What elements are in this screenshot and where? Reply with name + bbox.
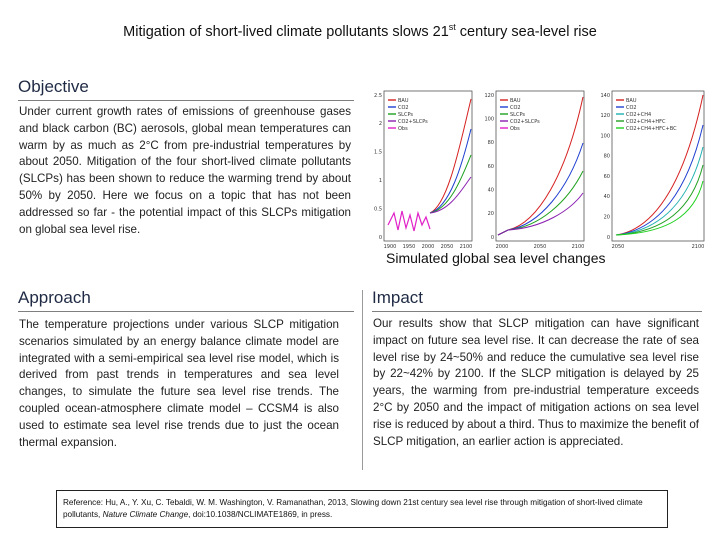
objective-heading: Objective (18, 77, 354, 101)
panel-c-hfc-line (615, 164, 704, 236)
pb-ytick-label: 20 (488, 211, 494, 217)
title-text-end: century sea-level rise (455, 23, 597, 40)
pc-ytick-label: 20 (604, 215, 610, 221)
impact-heading: Impact (372, 288, 702, 312)
pb-xtick-label: 2100 (572, 244, 585, 250)
pc-ytick-label: 40 (604, 194, 610, 200)
impact-rule (372, 311, 702, 312)
pa-legend-label: BAU (398, 98, 409, 104)
title-text: Mitigation of short-lived climate pollut… (123, 23, 449, 40)
pb-ytick-label: 120 (484, 93, 494, 99)
pa-legend-label: CO2 (398, 105, 409, 111)
panel-a-bau-line (429, 98, 472, 214)
panel-b-bau-line (497, 96, 584, 236)
reference-journal: Nature Climate Change (102, 510, 189, 519)
panel-b-frame (495, 90, 585, 242)
pb-legend-label: Obs (510, 126, 520, 132)
pb-ytick-label: 100 (484, 116, 494, 122)
pa-ytick-label: 2 (379, 121, 382, 127)
pa-ytick-label: 1.5 (374, 150, 382, 156)
pa-xtick-label: 2000 (422, 244, 435, 250)
pb-legend-label: CO2 (510, 105, 521, 111)
pc-xtick-label: 2050 (612, 244, 625, 250)
pa-xtick-label: 2100 (460, 244, 473, 250)
title-superscript: st (448, 22, 456, 32)
approach-text: The temperature projections under variou… (19, 318, 339, 449)
pc-ytick-label: 80 (604, 154, 610, 160)
panel-c-ch4-line (615, 146, 704, 236)
pc-ytick-label: 120 (600, 113, 610, 119)
pc-legend-label: CO2 (626, 105, 637, 111)
pc-legend-label: CO2+CH4+HFC (626, 119, 666, 125)
panel-a-co2-line (429, 128, 472, 214)
panel-a-slcps-line (429, 154, 472, 214)
pa-ytick-label: 2.5 (374, 93, 382, 99)
pc-legend-label: BAU (626, 98, 637, 104)
pb-ytick-label: 80 (488, 140, 494, 146)
approach-heading: Approach (18, 288, 354, 312)
impact-text: Our results show that SLCP mitigation ca… (373, 317, 699, 448)
panel-a-obs-line (387, 210, 431, 232)
page-title: Mitigation of short-lived climate pollut… (0, 22, 720, 40)
column-divider (362, 290, 363, 470)
pa-xtick-label: 1900 (384, 244, 397, 250)
approach-heading-text: Approach (18, 288, 91, 307)
pb-legend-label: CO2+SLCPs (510, 119, 540, 125)
pc-xtick-label: 2100 (692, 244, 705, 250)
objective-text: Under current growth rates of emissions … (19, 105, 351, 236)
pb-xtick-label: 2050 (534, 244, 547, 250)
pa-legend-label: Obs (398, 126, 408, 132)
panel-b-combined-line (497, 192, 584, 236)
pc-ytick-label: 60 (604, 174, 610, 180)
pa-ytick-label: 1 (379, 178, 382, 184)
pa-legend-label: CO2+SLCPs (398, 119, 428, 125)
panel-c-bc-line (615, 180, 704, 236)
pa-legend-label: SLCPs (398, 112, 413, 118)
panel-c-bau-line (615, 94, 704, 236)
objective-rule (18, 100, 354, 101)
panel-a: 2.521.510.50 1900 1950 2000 2050 2100 BAUCO2… (374, 90, 473, 250)
figure-caption: Simulated global sea level changes (386, 250, 606, 266)
pc-ytick-label: 0 (607, 235, 610, 241)
pb-legend-label: BAU (510, 98, 521, 104)
pb-legend-label: SLCPs (510, 112, 525, 118)
reference-box: Reference: Hu, A., Y. Xu, C. Tebaldi, W.… (56, 490, 668, 528)
panel-c-co2-line (615, 124, 704, 236)
approach-rule (18, 311, 354, 312)
impact-heading-text: Impact (372, 288, 424, 307)
sea-level-figure: 2.521.510.50 1900 1950 2000 2050 2100 BAUCO2… (374, 90, 705, 250)
pc-ytick-label: 100 (600, 133, 610, 139)
pa-xtick-label: 1950 (403, 244, 416, 250)
objective-heading-text: Objective (18, 77, 89, 96)
panel-a-frame (383, 90, 473, 242)
pb-xtick-label: 2000 (496, 244, 509, 250)
pc-ytick-label: 140 (600, 93, 610, 99)
pb-ytick-label: 40 (488, 187, 494, 193)
pc-legend-label: CO2+CH4+HFC+BC (626, 126, 677, 132)
pa-ytick-label: 0.5 (374, 206, 382, 212)
panel-b: 120 100 80 60 40 20 0 2000 2050 2100 BAUCO2SLCPs… (484, 90, 585, 250)
pa-ytick-label: 0 (379, 235, 382, 241)
reference-text: Reference: Hu, A., Y. Xu, C. Tebaldi, W.… (63, 498, 643, 519)
pb-ytick-label: 0 (491, 235, 494, 241)
pc-legend-label: CO2+CH4 (626, 112, 651, 118)
reference-doi: , doi:10.1038/NCLIMATE1869, in press. (188, 510, 333, 519)
panel-a-combined-line (429, 176, 472, 214)
pa-xtick-label: 2050 (441, 244, 454, 250)
pb-ytick-label: 60 (488, 164, 494, 170)
